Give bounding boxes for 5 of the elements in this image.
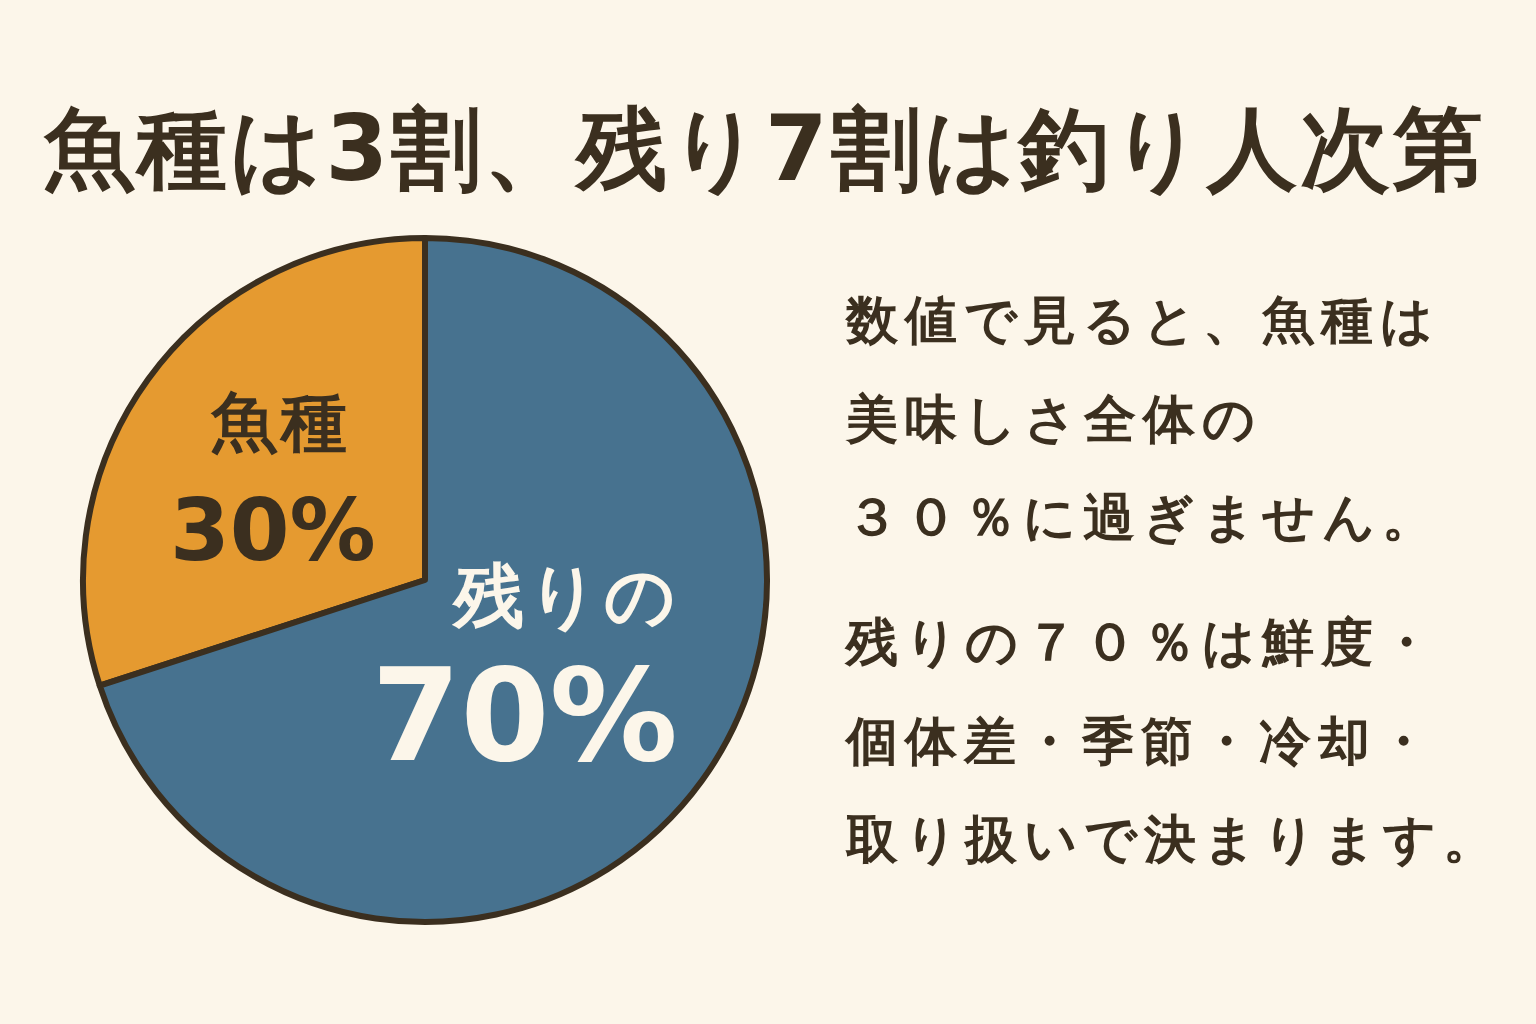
slice-label: 残りの — [450, 554, 680, 637]
data-label: 70% — [371, 641, 678, 791]
title: 魚種は3割、残り7割は釣り人次第 — [44, 96, 1486, 201]
slice-label: 魚種 — [209, 384, 351, 462]
data-label: 30% — [169, 480, 376, 581]
